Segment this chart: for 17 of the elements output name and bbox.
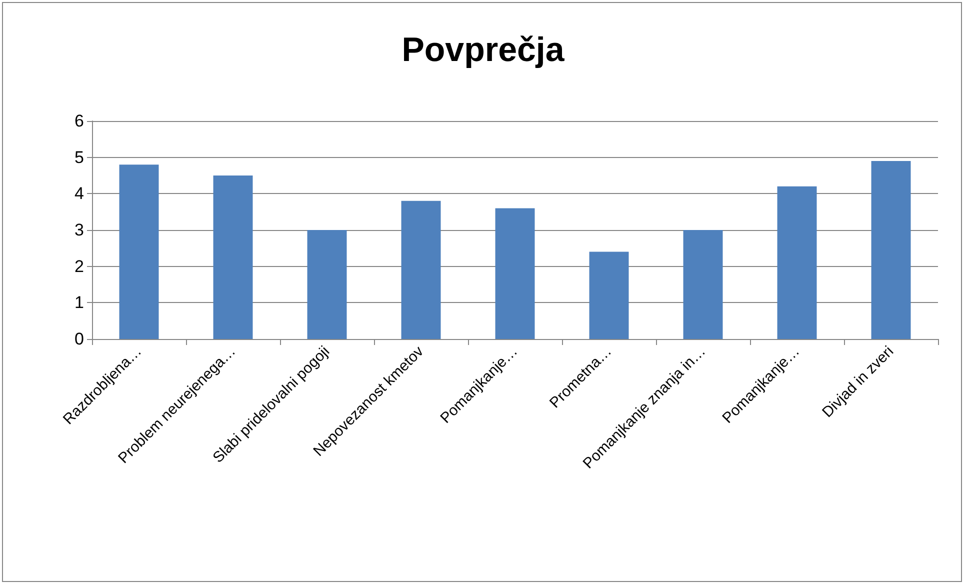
chart-title: Povprečja	[402, 31, 566, 69]
y-tick-label: 4	[74, 184, 84, 204]
bar	[213, 176, 253, 339]
bar	[401, 200, 441, 339]
y-tick-label: 6	[74, 112, 84, 130]
y-tick-label: 5	[74, 148, 84, 167]
bar	[871, 160, 911, 339]
y-tick-label: 1	[74, 293, 84, 312]
bar	[777, 186, 817, 339]
bar	[307, 230, 347, 339]
y-tick-label: 3	[74, 220, 84, 240]
bar	[495, 208, 535, 339]
bar	[589, 252, 629, 339]
y-tick-label: 0	[74, 330, 84, 348]
bar	[683, 230, 723, 339]
y-tick-label: 2	[74, 256, 84, 276]
bar	[119, 164, 159, 339]
